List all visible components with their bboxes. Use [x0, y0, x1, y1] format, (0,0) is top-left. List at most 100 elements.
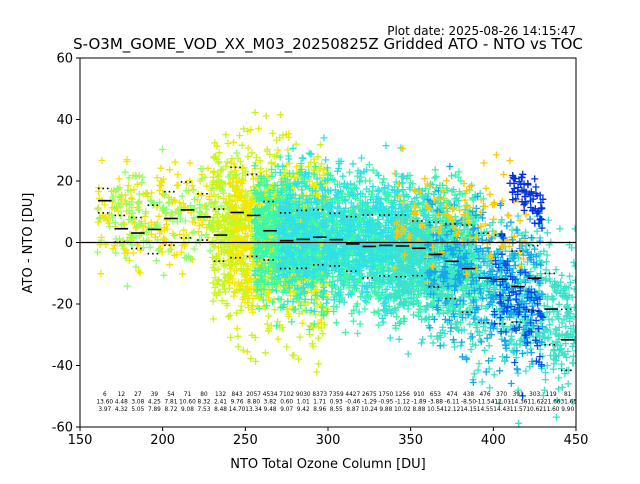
- bin-label-12-0: 9030: [296, 392, 311, 398]
- bin-label-28-0: 81: [564, 392, 572, 398]
- bin-label-22-0: 438: [463, 392, 474, 398]
- bin-label-3-2: 7.89: [148, 407, 161, 413]
- bin-label-3-0: 39: [151, 392, 159, 398]
- bin-label-24-0: 370: [496, 392, 507, 398]
- bin-label-0-1: 13.60: [96, 400, 113, 406]
- bin-label-11-0: 7102: [279, 392, 294, 398]
- bin-label-21-0: 474: [446, 392, 457, 398]
- x-tick-label-300: 300: [316, 433, 341, 448]
- bin-label-4-1: 7.81: [164, 400, 177, 406]
- bin-label-10-2: 9.48: [264, 407, 277, 413]
- bin-label-5-0: 71: [184, 392, 192, 398]
- bin-label-10-1: 3.82: [264, 400, 277, 406]
- scatter-cloud-5: [274, 134, 431, 343]
- bin-label-1-2: 4.32: [115, 407, 128, 413]
- bin-label-11-2: 9.07: [280, 407, 293, 413]
- bin-label-27-0: 119: [546, 392, 557, 398]
- bin-label-7-0: 132: [215, 392, 226, 398]
- bin-label-20-2: 10.54: [427, 407, 444, 413]
- bin-label-17-0: 1750: [378, 392, 393, 398]
- x-axis-label: NTO Total Ozone Column [DU]: [230, 457, 426, 472]
- bin-label-8-2: 14.70: [229, 407, 246, 413]
- y-tick-label--20: -20: [52, 298, 73, 313]
- bin-label-28-2: 9.90: [561, 407, 574, 413]
- bin-label-3-1: 4.25: [148, 400, 161, 406]
- y-tick-label-0: 0: [65, 236, 73, 251]
- bin-label-18-0: 1256: [395, 392, 410, 398]
- bin-label-23-1: -11.54: [476, 400, 495, 406]
- bin-label-22-1: -8.50: [461, 400, 476, 406]
- bin-label-4-2: 8.72: [164, 407, 177, 413]
- bin-label-1-0: 12: [118, 392, 126, 398]
- bin-label-26-1: -11.62: [525, 400, 544, 406]
- bin-label-0-2: 3.97: [98, 407, 111, 413]
- bin-label-20-1: -3.88: [428, 400, 443, 406]
- bin-label-7-2: 8.48: [214, 407, 227, 413]
- bin-label-18-1: -1.12: [395, 400, 410, 406]
- y-tick-label--60: -60: [52, 421, 73, 436]
- bin-label-26-2: 10.62: [526, 407, 543, 413]
- scatter-cloud-8: [391, 145, 530, 286]
- bin-label-14-1: 0.93: [330, 400, 343, 406]
- bin-label-22-2: 14.15: [460, 407, 477, 413]
- chart-title: S-O3M_GOME_VOD_XX_M03_20250825Z Gridded …: [73, 35, 583, 54]
- bin-layer: 6 13.603.97 12 4.484.32 27 3.085.05 39 4.257.89…: [80, 166, 577, 413]
- bin-label-2-2: 5.05: [131, 407, 144, 413]
- bin-label-21-1: -6.11: [445, 400, 460, 406]
- bin-label-7-1: 2.41: [214, 400, 227, 406]
- bin-label-27-2: 11.60: [543, 407, 560, 413]
- bin-label-9-1: 8.80: [247, 400, 260, 406]
- bin-label-18-2: 10.02: [394, 407, 411, 413]
- bin-label-4-0: 54: [167, 392, 175, 398]
- x-tick-label-200: 200: [150, 433, 175, 448]
- bin-label-0-0: 6: [103, 392, 107, 398]
- bin-label-9-2: 13.34: [245, 407, 262, 413]
- bin-label-17-1: -0.95: [378, 400, 393, 406]
- y-tick-label--40: -40: [52, 359, 73, 374]
- bin-label-14-2: 8.55: [330, 407, 343, 413]
- bin-label-13-1: 1.71: [313, 400, 326, 406]
- bin-label-27-1: -21.66: [542, 400, 561, 406]
- bin-label-17-2: 9.88: [379, 407, 392, 413]
- bin-label-21-2: 12.12: [444, 407, 461, 413]
- bin-label-6-2: 7.53: [198, 407, 211, 413]
- bin-label-23-2: 14.55: [477, 407, 494, 413]
- x-tick-label-400: 400: [481, 433, 506, 448]
- bin-label-24-2: 14.43: [493, 407, 510, 413]
- bin-label-16-1: -1.29: [362, 400, 377, 406]
- bin-label-2-0: 27: [134, 392, 142, 398]
- y-tick-label-40: 40: [56, 113, 73, 128]
- bin-label-15-2: 8.87: [346, 407, 359, 413]
- bin-label-26-0: 303: [529, 392, 540, 398]
- bin-label-5-2: 9.08: [181, 407, 194, 413]
- scatter-layer: [94, 108, 576, 427]
- bin-label-25-0: 391: [513, 392, 524, 398]
- bin-label-13-0: 8373: [312, 392, 327, 398]
- bin-label-19-2: 8.88: [412, 407, 425, 413]
- bin-label-20-0: 653: [430, 392, 441, 398]
- bin-label-6-0: 80: [200, 392, 208, 398]
- bin-label-25-1: -14.36: [509, 400, 528, 406]
- y-tick-label-20: 20: [56, 175, 73, 190]
- bin-label-15-1: -0.46: [345, 400, 360, 406]
- bin-label-16-2: 10.24: [361, 407, 378, 413]
- scatter-cloud-10: [506, 170, 547, 232]
- bin-label-9-0: 2057: [246, 392, 261, 398]
- bin-label-5-1: 10.60: [179, 400, 196, 406]
- bin-label-10-0: 4534: [263, 392, 278, 398]
- bin-label-6-1: 8.32: [198, 400, 211, 406]
- bin-label-8-1: 9.76: [231, 400, 244, 406]
- x-tick-label-450: 450: [564, 433, 589, 448]
- bin-label-12-2: 9.42: [297, 407, 310, 413]
- bin-label-11-1: 0.60: [280, 400, 293, 406]
- bin-label-13-2: 8.96: [313, 407, 326, 413]
- axes-layer: 150 200 250 300 350 400 450 -60 -40 -20 0 20 40 60: [52, 52, 589, 449]
- bin-label-19-0: 910: [413, 392, 424, 398]
- bin-label-15-0: 4427: [345, 392, 360, 398]
- x-tick-label-250: 250: [233, 433, 258, 448]
- bin-label-28-1: -31.65: [558, 400, 577, 406]
- bin-label-25-2: 11.57: [510, 407, 527, 413]
- bin-label-2-1: 3.08: [131, 400, 144, 406]
